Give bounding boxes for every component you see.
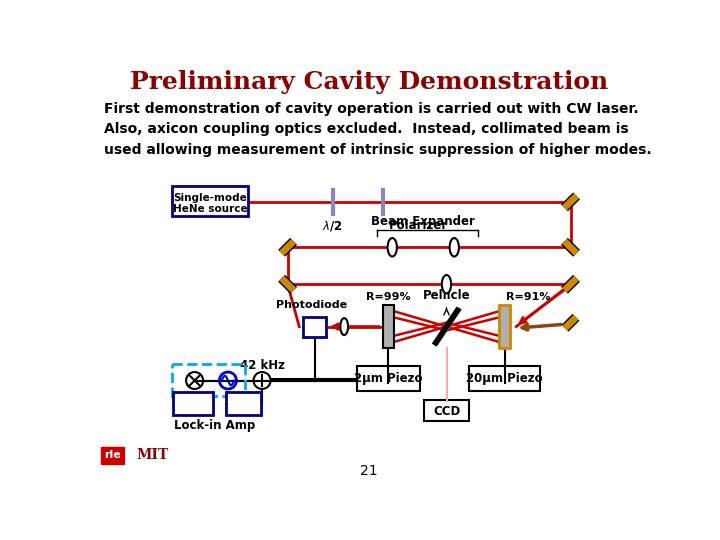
FancyBboxPatch shape [172, 186, 248, 217]
Ellipse shape [341, 318, 348, 335]
FancyBboxPatch shape [225, 392, 261, 415]
Text: 20μm Piezo: 20μm Piezo [467, 373, 543, 386]
Text: Lock-in Amp: Lock-in Amp [174, 419, 255, 432]
Text: HeNe source: HeNe source [173, 204, 248, 214]
Text: 21: 21 [360, 463, 378, 477]
Text: at mit: at mit [102, 464, 122, 470]
Text: Pellicle: Pellicle [423, 289, 470, 302]
Text: CCD: CCD [433, 405, 460, 418]
Text: MIT: MIT [137, 448, 168, 462]
Text: LPF: LPF [180, 397, 206, 410]
Bar [499, 305, 510, 348]
Text: $\lambda$/2: $\lambda$/2 [323, 219, 343, 233]
Text: Single-mode: Single-mode [174, 193, 247, 203]
Text: Photodiode: Photodiode [276, 300, 347, 309]
Ellipse shape [442, 275, 451, 294]
Text: PI: PI [237, 397, 251, 410]
Text: Polarizer: Polarizer [389, 219, 449, 232]
FancyBboxPatch shape [424, 400, 469, 421]
Bar [383, 305, 394, 348]
Bar [303, 316, 326, 336]
FancyBboxPatch shape [469, 366, 540, 390]
Text: 42 kHz: 42 kHz [240, 359, 284, 372]
Ellipse shape [449, 238, 459, 256]
Text: Preliminary Cavity Demonstration: Preliminary Cavity Demonstration [130, 70, 608, 94]
Text: R=91%: R=91% [506, 292, 551, 302]
Ellipse shape [387, 238, 397, 256]
FancyBboxPatch shape [356, 366, 420, 390]
Text: Beam Expander: Beam Expander [372, 215, 475, 228]
Text: R=99%: R=99% [366, 292, 410, 302]
Text: First demonstration of cavity operation is carried out with CW laser.
Also, axic: First demonstration of cavity operation … [104, 102, 652, 157]
FancyBboxPatch shape [173, 392, 213, 415]
FancyBboxPatch shape [101, 447, 124, 464]
Text: 2μm Piezo: 2μm Piezo [354, 373, 423, 386]
Text: rle: rle [104, 450, 121, 460]
